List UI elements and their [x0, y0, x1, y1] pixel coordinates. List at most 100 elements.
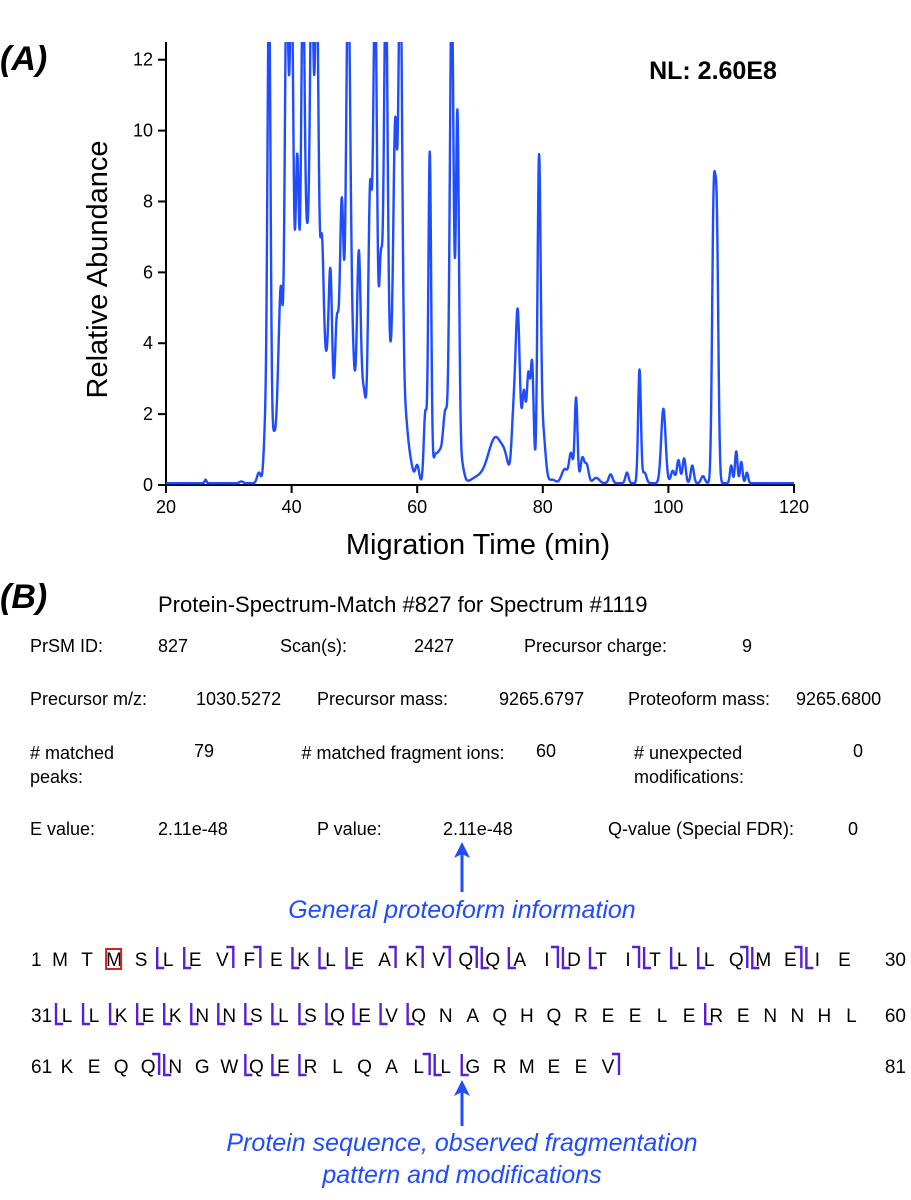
data-point: [291, 41, 292, 42]
fragment-mark-n-terminal: [81, 1003, 91, 1026]
data-point: [439, 450, 440, 451]
data-point: [330, 269, 331, 270]
fragment-mark-n-terminal: [54, 1003, 63, 1026]
data-point: [273, 430, 274, 431]
sequence-residue: R: [493, 1057, 507, 1078]
sequence-residue: L: [325, 950, 336, 971]
sequence-residue: E: [88, 1057, 101, 1078]
sequence-residue: Q: [411, 1006, 426, 1027]
sequence-residue: E: [548, 1057, 561, 1078]
fragment-mark-n-terminal: [352, 1003, 361, 1026]
data-point: [434, 455, 435, 456]
unexpected-modifications-label: # unexpected modifications:: [634, 743, 745, 787]
data-point: [702, 476, 703, 477]
data-point: [258, 472, 259, 473]
data-point: [341, 197, 342, 198]
data-point: [336, 315, 337, 316]
fragment-mark-n-terminal: [190, 1003, 199, 1026]
sequence-residue: A: [385, 1057, 398, 1078]
data-point: [326, 350, 327, 351]
fragment-mark-c-terminal: [253, 945, 262, 968]
p-value-label: P value:: [317, 819, 382, 839]
sequence-residue: Q: [357, 1057, 372, 1078]
panel-b-label: (B): [0, 578, 48, 616]
data-point: [582, 457, 583, 458]
fragment-mark-c-terminal: [612, 1052, 621, 1075]
sequence-residue: S: [135, 950, 148, 971]
fragment-mark-n-terminal: [244, 1054, 253, 1077]
sequence-residue: V: [385, 1006, 398, 1027]
data-point: [586, 463, 587, 464]
sequence-residue: D: [567, 950, 581, 971]
data-point: [538, 153, 539, 154]
scan-label: Scan(s):: [280, 636, 348, 656]
sequence-residue: Q: [458, 950, 473, 971]
proteoform-mass-value: 9265.6800: [796, 689, 882, 709]
data-point: [457, 109, 458, 110]
y-axis-label: Relative Abundance: [82, 141, 114, 399]
data-point: [552, 479, 553, 480]
precursor-charge-value: 9: [742, 636, 753, 656]
fragment-mark-n-terminal: [325, 1003, 334, 1026]
sequence-residue: H: [818, 1006, 832, 1027]
fragment-mark-c-terminal: [794, 945, 803, 968]
sequence-residue: V: [602, 1057, 615, 1078]
data-point: [741, 461, 742, 462]
data-point: [241, 481, 242, 482]
data-point: [205, 479, 206, 480]
sequence-residue: K: [61, 1057, 74, 1078]
data-point: [684, 458, 685, 459]
sequence-residue: T: [595, 950, 607, 971]
sequence-residue: N: [168, 1057, 182, 1078]
data-point: [429, 151, 430, 152]
data-point: [532, 360, 533, 361]
sequence-residue: M: [52, 950, 68, 971]
fragment-mark-n-terminal: [298, 1003, 307, 1026]
y-tick-label: 12: [133, 50, 153, 70]
data-point: [370, 181, 371, 182]
data-point: [400, 41, 401, 42]
sequence-residue: E: [838, 950, 851, 971]
fragment-mark-n-terminal: [751, 947, 760, 970]
sequence-residue: E: [575, 1057, 588, 1078]
sequence-residue: M: [755, 950, 771, 971]
matched-fragment-ions-label: # matched fragment ions:: [301, 743, 505, 763]
p-value-value: 2.11e-48: [443, 819, 513, 839]
fragment-mark-n-terminal: [217, 1003, 226, 1026]
data-point: [736, 451, 737, 452]
prsm-id-label: PrSM ID:: [30, 636, 104, 656]
sequence-residue: Q: [547, 1006, 562, 1027]
series-line-electropherogram: [165, 42, 795, 485]
data-point: [390, 340, 391, 341]
sequence-end-index: 60: [885, 1006, 906, 1027]
data-point: [375, 41, 376, 42]
fragment-mark-c-terminal: [469, 945, 478, 968]
data-point: [280, 285, 281, 286]
normalization-level-label: NL: 2.60E8: [649, 57, 777, 85]
sequence-residue: L: [657, 1006, 668, 1027]
sequence-residue: Q: [485, 950, 500, 971]
data-point: [385, 41, 386, 42]
fragment-mark-n-terminal: [697, 947, 706, 970]
fragment-mark-n-terminal: [805, 947, 814, 970]
sequence-residue: E: [277, 1057, 290, 1078]
q-value-label: Q-value (Special FDR):: [608, 819, 795, 839]
panel-a-label: (A): [0, 40, 48, 78]
sequence-residue: F: [244, 950, 256, 971]
y-tick-label: 10: [133, 121, 153, 141]
sequence-residue: N: [195, 1006, 209, 1027]
up-arrow-icon: [454, 1080, 470, 1126]
sequence-residue: Q: [141, 1057, 156, 1078]
data-point: [286, 41, 287, 42]
sequence-end-index: 81: [885, 1057, 906, 1078]
sequence-residue: R: [304, 1057, 318, 1078]
data-point: [321, 233, 322, 234]
matched-peaks-label: # matched peaks:: [30, 743, 115, 787]
sequence-start-index: 1: [31, 950, 42, 971]
fragment-mark-n-terminal: [345, 947, 354, 970]
y-tick-label: 4: [143, 333, 153, 353]
sequence-residue: G: [465, 1057, 480, 1078]
data-point: [564, 468, 565, 469]
fragment-mark-n-terminal: [163, 1054, 172, 1077]
sequence-residue: K: [297, 950, 310, 971]
